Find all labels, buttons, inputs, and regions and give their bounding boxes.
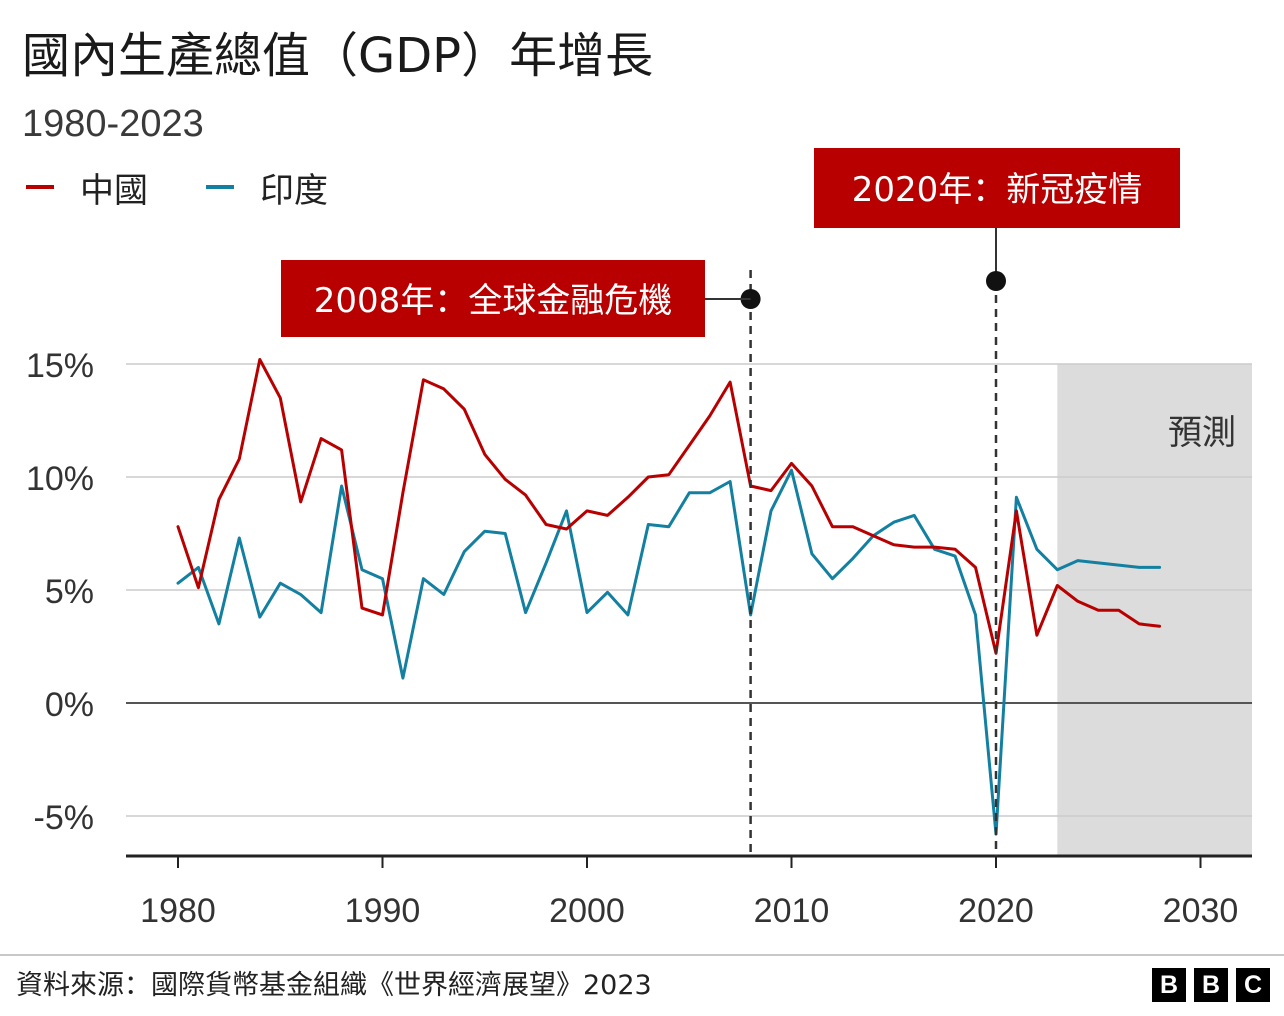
x-tick-label: 2020: [958, 892, 1034, 930]
annotation-box-2008: [281, 260, 705, 337]
legend-swatch-china: [26, 185, 54, 189]
x-tick-label: 1980: [140, 892, 216, 930]
y-tick-label: 10%: [26, 460, 94, 498]
series-line-china: [176, 358, 1162, 655]
annotation-box-2020: [814, 148, 1180, 228]
source-note: 資料來源：國際貨幣基金組織《世界經濟展望》2023: [16, 970, 652, 1001]
series-line-india: [176, 468, 1162, 836]
legend-swatch-india: [206, 185, 234, 189]
x-tick-label: 2000: [549, 892, 625, 930]
legend-item-india: 印度: [206, 163, 328, 212]
forecast-band: [1057, 364, 1252, 856]
legend: 中國 印度: [26, 162, 386, 212]
bbc-logo: B B C: [1152, 968, 1270, 1002]
y-tick-label: 15%: [26, 347, 94, 385]
bbc-logo-letter: B: [1152, 968, 1186, 1002]
x-tick-label: 2030: [1163, 892, 1239, 930]
annotation-label-2020: 2020年：新冠疫情: [852, 170, 1143, 210]
y-tick-label: 0%: [45, 686, 94, 724]
legend-item-china: 中國: [26, 163, 148, 212]
legend-label-china: 中國: [80, 170, 148, 211]
annotation-label-2008: 2008年：全球金融危機: [314, 281, 673, 321]
annotation-dot-2020: [986, 271, 1006, 291]
bbc-logo-letter: B: [1194, 968, 1228, 1002]
chart-title: 國內生產總值（GDP）年增長: [22, 28, 654, 84]
forecast-label: 預測: [1168, 413, 1236, 453]
bbc-logo-letter: C: [1236, 968, 1270, 1002]
x-tick-label: 2010: [754, 892, 830, 930]
x-tick-label: 1990: [345, 892, 421, 930]
chart-subtitle: 1980-2023: [22, 103, 204, 145]
footer-divider: [0, 954, 1284, 956]
y-tick-label: -5%: [34, 799, 94, 837]
gdp-line-chart: 預測 -5% 0% 5% 10% 15% 1980 1990 2000 2010 2020 2030 2…: [26, 148, 1252, 930]
legend-label-india: 印度: [260, 170, 328, 211]
y-tick-label: 5%: [45, 573, 94, 611]
